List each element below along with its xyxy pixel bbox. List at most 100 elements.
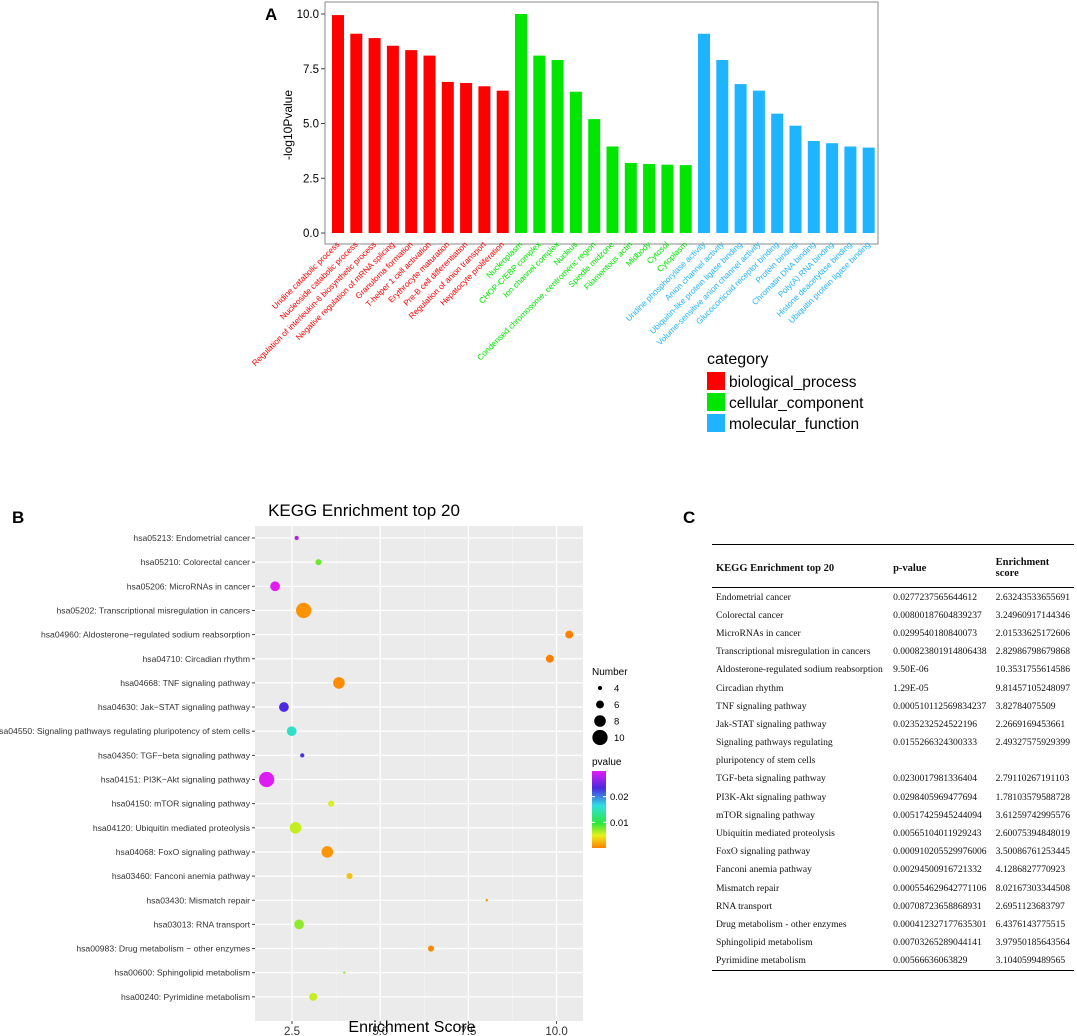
table-cell-pathway: pluripotency of stem cells [716,755,816,767]
table-cell-enrichment: 2.49327575929399 [995,737,1070,749]
table-cell-enrichment: 3.82784075509 [995,700,1056,712]
size-legend-label: 6 [614,700,619,711]
table-cell-pvalue: 0.00703265289044141 [893,937,982,949]
bar [826,143,839,233]
table-row: TGF-beta signaling pathway 0.023001798133… [712,770,1074,788]
table-row: Jak-STAT signaling pathway 0.023523252452… [712,715,1074,733]
bar [569,91,582,234]
bar [624,162,637,233]
legend-title: category [707,351,768,368]
bar [698,33,710,234]
pathway-label: hsa00240: Pyrimidine metabolism [121,992,250,1002]
pathway-label: hsa04150: mTOR signaling pathway [112,799,251,809]
table-cell-pvalue: 0.0277237565644612 [893,591,978,603]
size-legend-label: 8 [614,717,619,728]
table-cell-pvalue: 0.0230017981336404 [893,773,978,785]
table-row: TNF signaling pathway 0.00051011256983423… [712,697,1074,715]
color-legend-label: 0.01 [610,818,629,829]
table-cell-enrichment: 3.50086761253445 [995,846,1070,858]
table-cell-enrichment: 6.4376143775515 [995,918,1066,930]
table-cell-enrichment: 2.63243533655691 [995,591,1070,603]
enrichment-dot [300,753,305,758]
pathway-label: hsa03460: Fanconi anemia pathway [112,871,251,881]
table-cell-pathway: Colorectal cancer [716,609,784,621]
table-row: Drug metabolism - other enzymes 0.0004123… [712,915,1074,933]
pathway-label: hsa05210: Colorectal cancer [141,557,251,567]
pathway-label: hsa05206: MicroRNAs in cancer [127,581,250,591]
bar [460,82,473,233]
table-cell-enrichment: 9.81457105248097 [995,682,1070,694]
pathway-label: hsa03013: RNA transport [154,919,251,929]
enrichment-dot [315,559,322,566]
pathway-label: hsa04350: TGF−beta signaling pathway [98,750,251,760]
pathway-label: hsa04068: FoxO signaling pathway [116,847,251,857]
bar [478,86,491,234]
category-legend: category biological_process cellular_comp… [707,351,864,433]
size-legend-dot [592,729,608,746]
table-cell-enrichment: 2.01533625172606 [995,627,1070,639]
pathway-label: hsa04668: TNF signaling pathway [120,678,250,688]
table-cell-enrichment: 2.2669169453661 [995,718,1066,730]
table-cell-pathway: TNF signaling pathway [716,700,807,712]
table-row: PI3K-Akt signaling pathway 0.029840596947… [712,788,1074,806]
table-cell-pvalue: 1.29E-05 [893,682,929,694]
table-cell-pathway: TGF-beta signaling pathway [716,773,826,785]
table-cell-enrichment: 2.82986798679868 [995,646,1070,658]
bar [332,15,344,233]
table-cell-pathway: mTOR signaling pathway [716,809,815,821]
table-cell-pvalue [889,752,992,770]
color-legend-title: pvalue [592,757,622,768]
pvalue-color-legend: pvalue 0.02 0.01 [592,757,629,848]
enrichment-dot [258,771,275,788]
enrichment-dot [565,630,574,639]
legend-label: cellular_component [729,395,864,412]
kegg-dot-plot: KEGG Enrichment top 20 hsa05213: Endomet… [0,501,629,1036]
table-cell-pvalue: 0.0299540180840073 [893,627,978,639]
bar [368,38,381,234]
table-row: RNA transport 0.00708723658868931 2.695112… [712,897,1074,915]
table-cell-enrichment: 8.02167303344508 [995,882,1070,894]
bar [771,113,784,233]
y-tick-label: 0.0 [303,228,319,240]
enrichment-dot [270,581,280,592]
table-cell-pvalue: 0.00800187604839237 [893,609,982,621]
table-cell-pvalue: 0.00565104011929243 [893,828,982,840]
table-row: Colorectal cancer 0.00800187604839237 3.24… [712,606,1074,624]
table-cell-enrichment: 2.79110267191103 [995,773,1070,785]
x-category-label: Regulation of interleukin-6 biosynthetic… [250,240,378,368]
table-cell-pathway: Aldosterone-regulated sodium reabsorptio… [716,664,883,676]
table-row: MicroRNAs in cancer 0.0299540180840073 2.0… [712,624,1074,642]
pathway-label: hsa05213: Endometrial cancer [133,533,250,543]
table-cell-pathway: Mismatch repair [716,882,780,894]
table-cell-pvalue: 0.00517425945244094 [893,809,982,821]
bar [844,146,857,233]
bar [405,50,418,234]
legend-label: molecular_function [729,416,859,433]
table-cell-pathway: Pyrimidine metabolism [712,951,890,971]
table-cell-enrichment: 4.1286827770923 [995,864,1066,876]
panel-label-b: B [12,508,24,527]
pathway-label: hsa04550: Signaling pathways regulating … [0,726,250,736]
bar [441,81,454,233]
size-legend-label: 10 [614,733,625,744]
bar-chart-y-axis-label: -log10Pvalue [281,90,295,160]
enrichment-dot [346,873,353,880]
x-tick-label: 2.5 [284,1026,300,1036]
table-cell-pathway: Fanconi anemia pathway [716,864,812,876]
table-cell-pvalue: 0.000823801914806438 [893,646,987,658]
table-cell-enrichment [992,752,1074,770]
y-tick-label: 2.5 [303,173,319,185]
x-tick-label: 7.5 [460,1026,476,1036]
color-legend-label: 0.02 [610,792,629,803]
table-row: Endometrial cancer 0.0277237565644612 2.63… [712,588,1074,607]
y-tick-label: 10.0 [297,9,319,21]
table-cell-pvalue: 0.0235232524522196 [893,718,978,730]
table-cell-pvalue: 0.0155266324300333 [893,737,978,749]
table-cell-pathway: MicroRNAs in cancer [716,627,801,639]
pathway-label: hsa04151: PI3K−Akt signaling pathway [101,775,251,785]
table-cell-pathway: Jak-STAT signaling pathway [716,718,827,730]
table-header-row: KEGG Enrichment top 20 p-value Enrichmen… [712,544,1074,588]
table-header-enrichment: Enrichment score [991,544,1074,588]
table-row: pluripotency of stem cells [712,752,1074,770]
dot-plot-panel [255,526,583,1021]
